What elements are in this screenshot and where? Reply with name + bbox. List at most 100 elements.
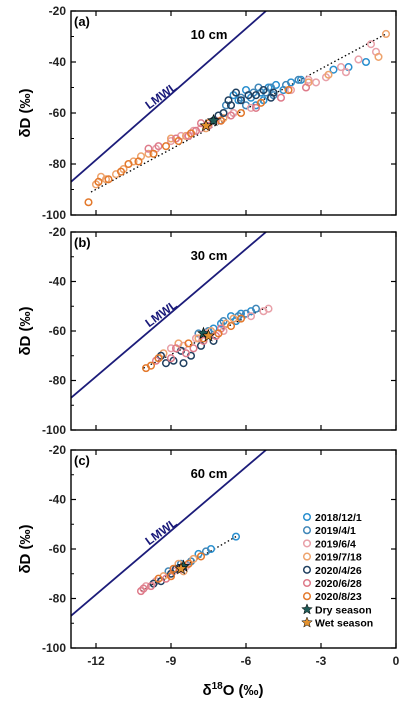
season-star [202,329,215,342]
legend-marker [302,526,312,535]
data-point [264,304,273,313]
y-tick-label: -20 [49,225,67,239]
data-point [276,93,286,102]
data-point [149,149,158,158]
y-tick-label: -40 [49,493,67,507]
data-point [229,314,238,323]
data-point [324,70,333,79]
legend-star [301,616,313,628]
plot-frame [70,231,397,431]
x-axis-title-rest: O (‰) [223,682,264,699]
data-point [251,304,261,313]
data-point [154,574,163,583]
data-point [381,29,391,39]
legend-entry: 2020/4/26 [315,565,362,577]
legend-marker [302,539,312,548]
panel-0: -20 -40 -60 -80 -100 (a) 10 cm LMWL δD (‰) [17,4,397,222]
data-point [236,93,246,102]
data-point [191,334,201,343]
data-point [144,149,153,158]
data-point [294,75,303,84]
data-point [141,364,151,373]
data-point [244,91,253,100]
data-point [374,52,383,61]
data-point [336,63,346,72]
panel-label: (c) [74,453,90,468]
data-point [154,142,163,151]
data-point [311,78,321,87]
data-point [214,329,223,338]
legend-marker [302,552,312,561]
legend-star [301,603,313,615]
panel-content [71,450,267,617]
depth-label: 60 cm [191,466,228,481]
data-point [266,93,276,102]
data-point [139,584,148,593]
lmwl-line [71,450,267,617]
panel-content [71,11,391,207]
y-axis-title: δD (‰) [17,88,34,137]
y-tick-label: -60 [49,106,67,120]
panel-2: -20 -40 -60 -80 -100 -12 -9 -6 -3 0 (c) 60 cm LMWL δD… [17,443,400,668]
data-point [189,344,198,353]
season-star [207,113,220,127]
data-point [186,129,196,138]
data-point [199,336,208,345]
y-tick-label: -20 [49,4,67,18]
data-point [236,314,246,323]
data-point [231,532,241,541]
x-tick-label: -9 [166,654,177,668]
data-point [231,88,241,97]
data-point [154,354,163,363]
legend-entry: 2020/8/23 [315,591,362,603]
data-point [166,344,176,353]
data-point [226,111,236,120]
data-point [354,55,363,64]
data-point [251,91,261,100]
data-point [181,349,191,358]
legend-marker [302,592,312,601]
legend-entry: 2019/4/1 [315,525,356,537]
y-tick-label: -20 [49,443,67,457]
data-point [304,75,313,84]
x-tick-label: -3 [316,654,327,668]
data-point [259,86,268,95]
legend-entry: 2018/12/1 [315,512,362,524]
depth-label: 10 cm [191,27,228,42]
season-star [199,118,213,132]
data-point [236,108,246,118]
y-tick-label: -80 [49,374,67,388]
data-point [196,552,206,561]
data-point [104,175,113,184]
data-point [184,339,193,348]
lmwl-label: LMWL [142,516,179,548]
y-tick-label: -40 [49,55,67,69]
x-tick-label: 0 [393,654,400,668]
data-point [246,103,256,112]
data-point [251,103,261,112]
data-point [224,96,233,105]
legend-marker [302,578,312,588]
data-point [146,582,156,591]
data-point [189,554,198,563]
panel-1: -20 -40 -60 -80 -100 (b) 30 cm LMWL δD (‰) [17,225,397,437]
lmwl-label: LMWL [142,298,179,330]
legend-entry: 2020/6/28 [315,578,362,590]
data-point [161,142,171,151]
panel-label: (b) [74,235,91,250]
legend-entry: 2019/7/18 [315,552,362,564]
x-tick-label: -12 [87,654,105,668]
data-point [169,564,178,573]
x-tick-label: -6 [241,654,252,668]
data-point [236,96,246,105]
data-point [94,177,103,186]
data-point [296,75,306,84]
x-axis-title: δ18O (‰) [202,681,263,699]
legend-entry: 2019/6/4 [315,538,356,550]
data-point [361,57,371,67]
data-point [84,198,93,207]
data-point [256,98,266,107]
y-tick-label: -80 [49,157,67,171]
